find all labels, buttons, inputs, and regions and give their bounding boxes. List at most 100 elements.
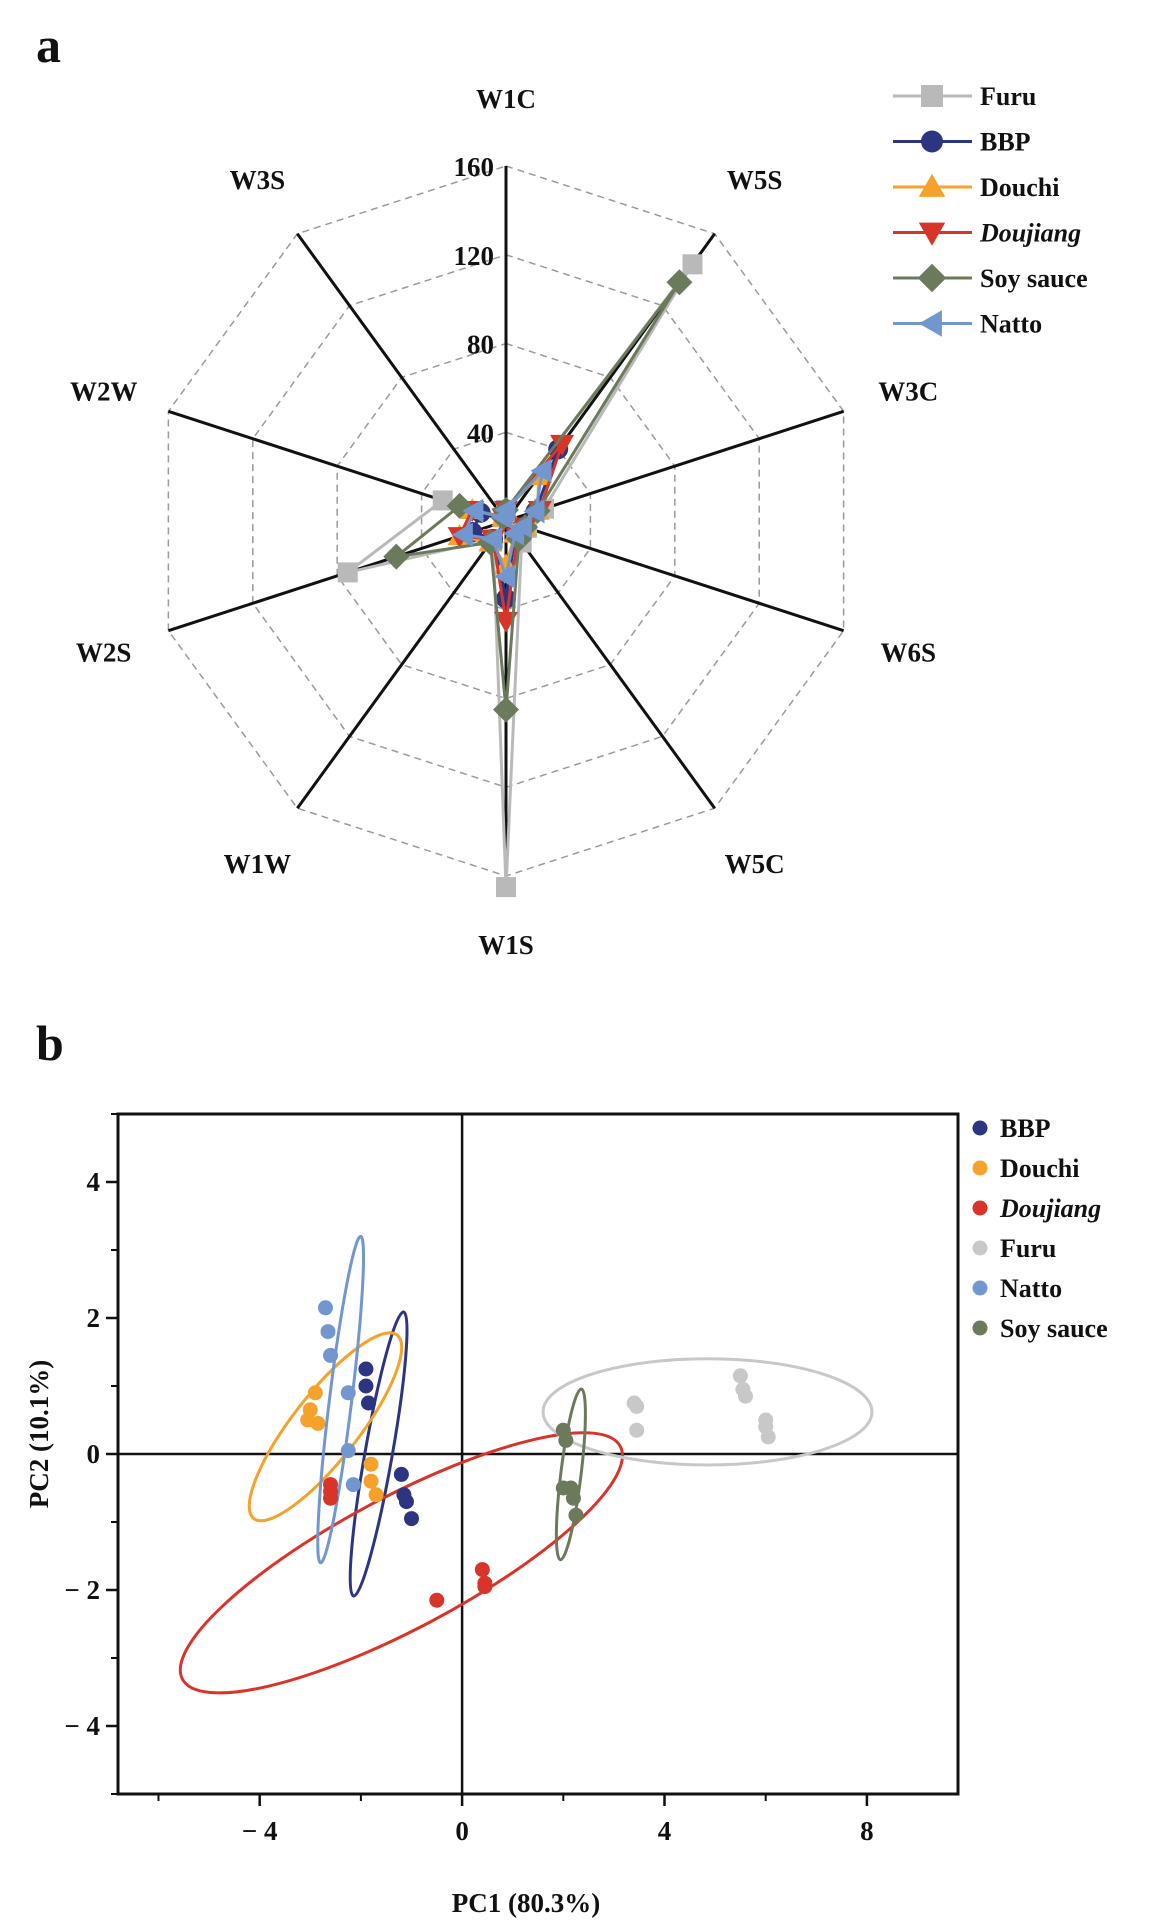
radar-axis-label: W5C: [725, 849, 785, 879]
pca-point-soy-sauce: [568, 1507, 584, 1523]
radar-legend-marker-natto: [918, 310, 942, 337]
radar-legend-marker-doujiang: [918, 222, 946, 246]
radar-r-tick-label: 40: [467, 418, 494, 448]
radar-point-furu: [337, 562, 358, 583]
pca-point-soy-sauce: [558, 1432, 574, 1448]
panel-a-label: a: [36, 17, 61, 73]
radar-legend-label-furu: Furu: [980, 82, 1036, 111]
pca-legend-label-bbp: BBP: [1000, 1114, 1051, 1143]
radar-legend-label-douchi: Douchi: [980, 173, 1059, 202]
radar-axis-label: W3C: [878, 376, 938, 406]
pca-y-tick-label: − 4: [64, 1711, 100, 1741]
radar-spoke: [296, 520, 508, 810]
pca-x-axis-title: PC1 (80.3%): [452, 1888, 600, 1918]
pca-legend-label-furu: Furu: [1000, 1234, 1056, 1263]
pca-point-doujiang: [323, 1490, 339, 1506]
radar-r-tick-label: 120: [454, 241, 495, 271]
radar-legend-label-natto: Natto: [980, 310, 1042, 339]
radar-point-natto: [503, 521, 525, 546]
pca-point-douchi: [310, 1415, 326, 1431]
pca-point-bbp: [403, 1511, 419, 1527]
pca-point-douchi: [368, 1487, 384, 1503]
panel-b-label: b: [36, 1015, 64, 1071]
radar-spoke: [505, 519, 845, 633]
pca-point-bbp: [398, 1494, 414, 1510]
radar-legend: Furu BBP Douchi Doujiang Soy sauce Natto: [893, 82, 1088, 339]
pca-point-natto: [345, 1477, 361, 1493]
pca-point-furu: [629, 1422, 645, 1438]
radar-legend-marker-soy-sauce: [917, 263, 947, 293]
radar-axis-label: W1C: [476, 84, 536, 114]
pca-ellipse-doujiang: [178, 1431, 624, 1695]
pca-point-doujiang: [477, 1579, 493, 1595]
pca-ellipse-bbp: [348, 1310, 409, 1598]
radar-point-furu: [682, 254, 703, 275]
pca-scatter-chart: − 4 0 4 8 − 4 − 2 0 2 4 PC1 (80.3%) PC2 (10.1%): [24, 1112, 960, 1918]
pca-x-tick-label: − 4: [242, 1816, 278, 1846]
pca-x-tick-label: 0: [455, 1816, 469, 1846]
pca-y-tick-label: − 2: [64, 1575, 100, 1605]
pca-point-natto: [323, 1347, 339, 1363]
radar-chart: 40 80 120 160 W1C W5S W3C W6S W5C W1S W1W W2S W2W W3S: [70, 84, 938, 960]
radar-legend-label-soy-sauce: Soy sauce: [980, 264, 1088, 293]
pca-ellipse-soy-sauce: [554, 1387, 587, 1562]
radar-point-doujiang: [550, 434, 575, 456]
pca-legend-label-natto: Natto: [1000, 1274, 1062, 1303]
pca-point-soy-sauce: [565, 1490, 581, 1506]
pca-y-tick-label: 4: [87, 1167, 101, 1197]
pca-legend-marker-douchi: [972, 1160, 988, 1176]
radar-point-soy-sauce: [446, 492, 473, 519]
pca-legend: BBP Douchi Doujiang Furu Natto Soy sauce: [972, 1114, 1108, 1343]
pca-point-natto: [317, 1300, 333, 1316]
radar-spoke: [296, 232, 508, 522]
pca-y-tick-label: 2: [87, 1303, 101, 1333]
radar-point-natto: [523, 499, 545, 524]
pca-point-furu: [629, 1398, 645, 1414]
radar-grid-ring: [336, 342, 676, 700]
pca-point-doujiang: [429, 1592, 445, 1608]
pca-point-douchi: [363, 1456, 379, 1472]
pca-legend-label-douchi: Douchi: [1000, 1154, 1079, 1183]
radar-point-soy-sauce: [666, 269, 693, 296]
radar-series-line-furu: [346, 263, 694, 888]
pca-legend-marker-soy-sauce: [972, 1320, 988, 1336]
radar-point-natto: [530, 458, 552, 483]
pca-point-natto: [340, 1385, 356, 1401]
radar-point-natto: [491, 505, 513, 530]
radar-axis-label: W1W: [224, 849, 292, 879]
radar-r-tick-label: 80: [467, 330, 494, 360]
pca-point-bbp: [358, 1378, 374, 1394]
pca-point-furu: [732, 1368, 748, 1384]
pca-point-furu: [737, 1388, 753, 1404]
radar-legend-marker-furu: [921, 85, 943, 107]
pca-y-axis-title: PC2 (10.1%): [24, 1360, 54, 1508]
radar-axis-label: W5S: [727, 165, 783, 195]
pca-point-doujiang: [474, 1562, 490, 1578]
radar-axis-label: W2S: [76, 638, 132, 668]
radar-point-soy-sauce: [383, 543, 410, 570]
pca-point-bbp: [393, 1466, 409, 1482]
pca-ellipse-natto: [316, 1234, 366, 1565]
radar-point-soy-sauce: [493, 696, 519, 723]
pca-point-douchi: [363, 1473, 379, 1489]
pca-x-tick-label: 8: [860, 1816, 874, 1846]
radar-point-natto: [451, 522, 473, 547]
radar-point-natto: [494, 564, 515, 589]
pca-x-tick-label: 4: [658, 1816, 672, 1846]
radar-legend-marker-bbp: [921, 130, 943, 153]
pca-data-layer: [178, 1234, 874, 1695]
radar-legend-marker-douchi: [918, 173, 946, 197]
radar-point-natto: [462, 498, 484, 523]
pca-point-natto: [320, 1324, 336, 1340]
radar-point-natto: [480, 526, 502, 551]
radar-legend-label-bbp: BBP: [980, 128, 1031, 157]
radar-legend-label-doujiang: Doujiang: [979, 219, 1081, 248]
radar-axis-label: W3S: [230, 165, 286, 195]
pca-point-douchi: [307, 1385, 323, 1401]
radar-point-furu: [496, 877, 516, 898]
pca-legend-label-doujiang: Doujiang: [999, 1194, 1101, 1223]
pca-legend-marker-doujiang: [972, 1200, 988, 1216]
radar-r-tick-label: 160: [454, 152, 495, 182]
pca-legend-marker-furu: [972, 1240, 988, 1256]
